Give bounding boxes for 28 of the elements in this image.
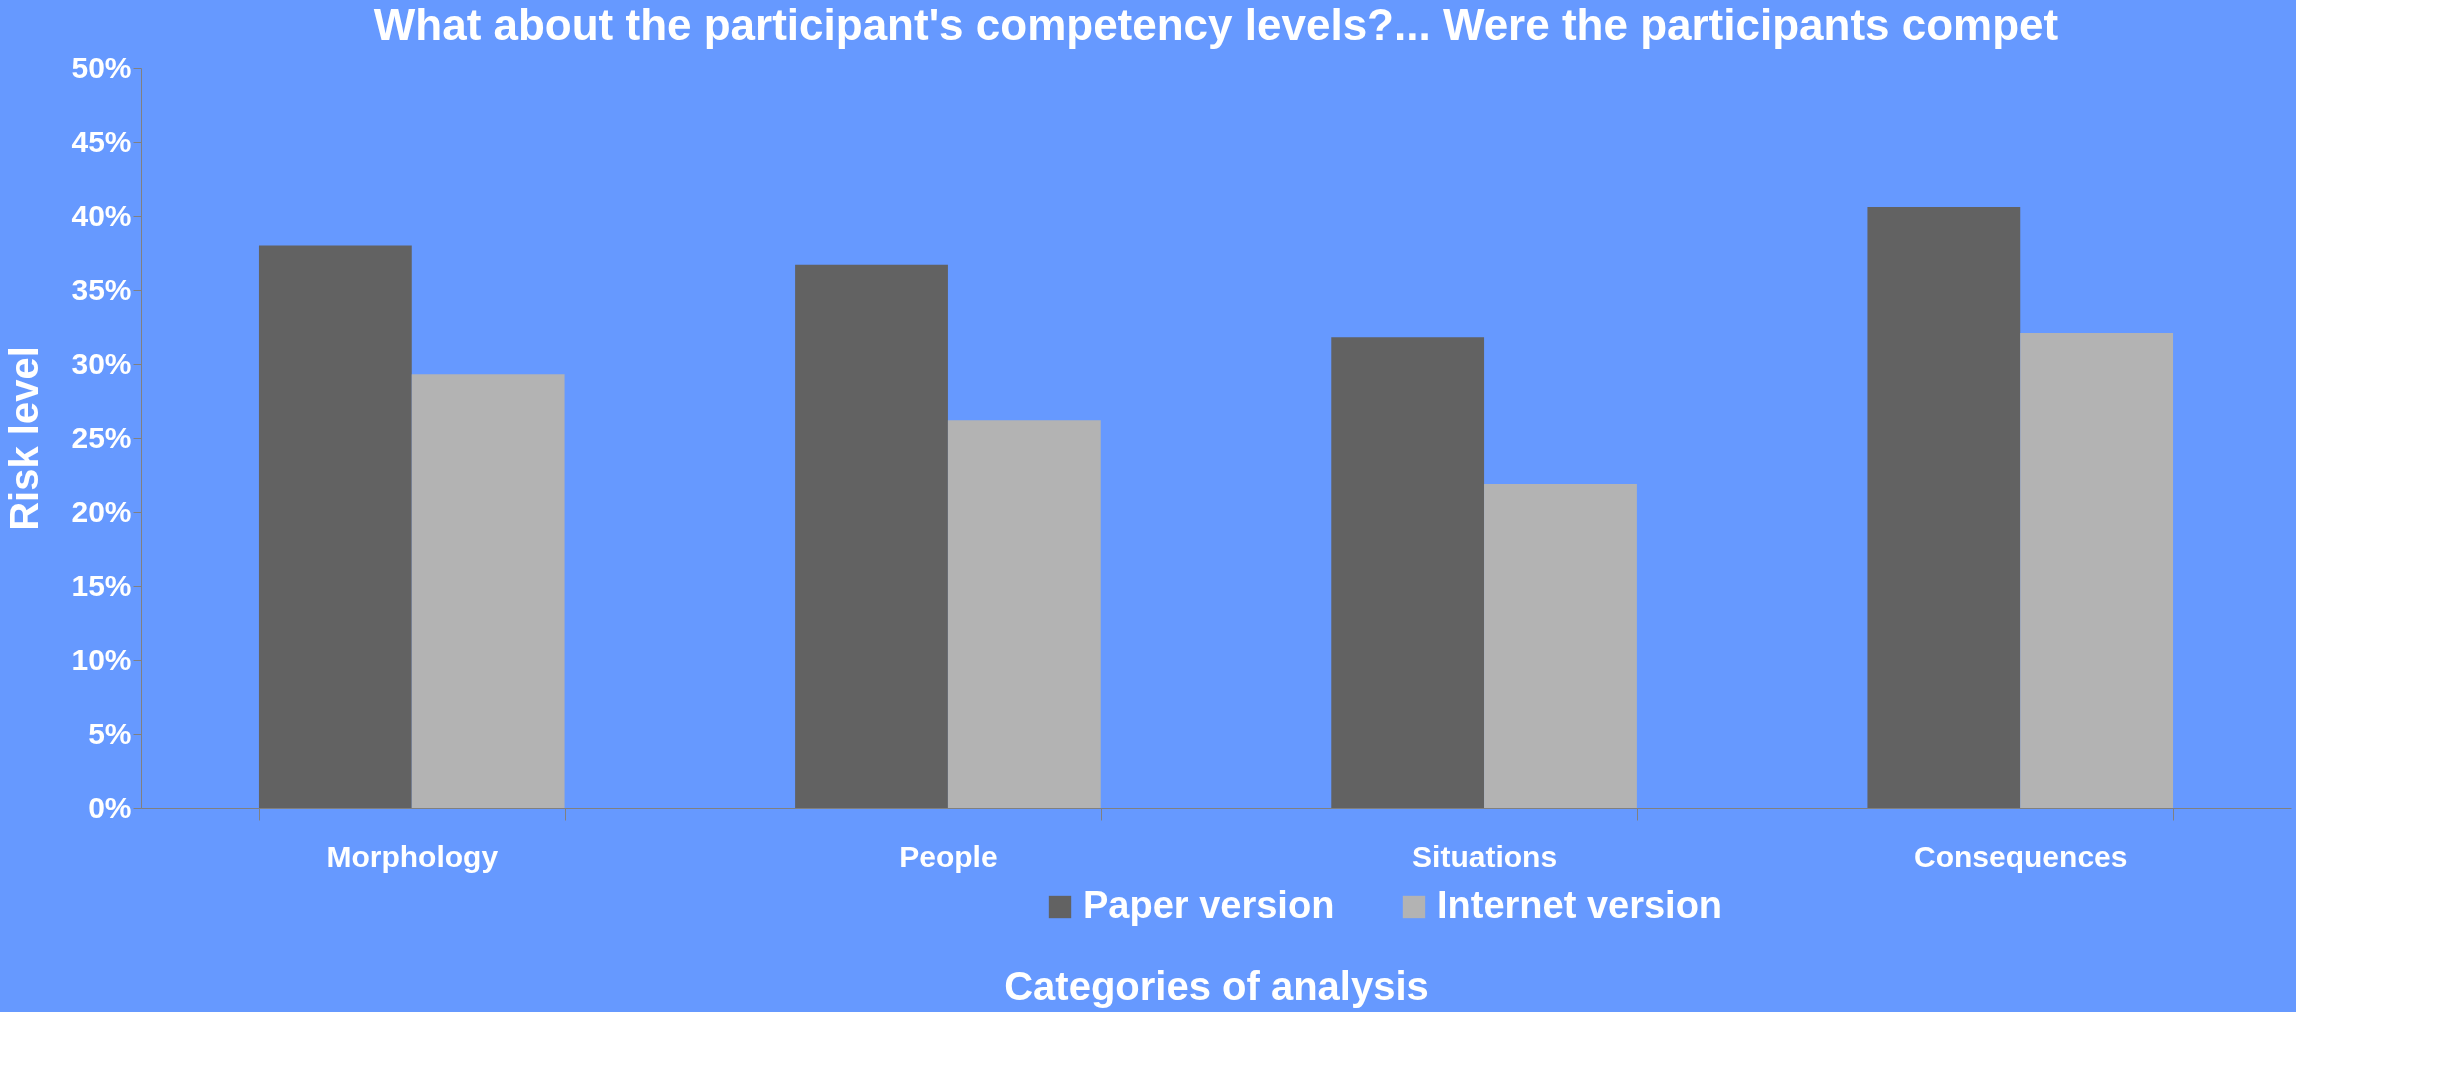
- x-tick-label: Consequences: [1914, 839, 2128, 873]
- y-tick-label: 35%: [71, 272, 132, 306]
- legend-label: Internet version: [1437, 884, 1723, 926]
- y-axis-title: Risk level: [2, 346, 47, 531]
- bar: [947, 420, 1101, 808]
- y-tick-label: 25%: [71, 420, 132, 454]
- x-axis-title: Categories of analysis: [1004, 963, 1429, 1008]
- y-tick-label: 20%: [71, 494, 132, 528]
- bar: [2020, 332, 2174, 808]
- bar: [1484, 483, 1637, 808]
- y-tick-label: 50%: [71, 50, 132, 84]
- bar: [795, 264, 948, 808]
- y-tick-label: 45%: [71, 124, 132, 158]
- y-tick-label: 15%: [71, 568, 132, 602]
- bar: [1331, 337, 1485, 808]
- bar: [258, 245, 412, 808]
- y-tick-label: 40%: [71, 198, 132, 232]
- x-tick-label: Morphology: [326, 839, 499, 873]
- chart-title: What about the participant's competency levels?... Were the participants compet: [373, 0, 2059, 49]
- legend-label: Paper version: [1083, 884, 1335, 926]
- y-tick-label: 0%: [88, 790, 132, 824]
- y-tick-label: 5%: [88, 716, 132, 750]
- y-tick-label: 10%: [71, 642, 132, 676]
- x-tick-label: Situations: [1412, 839, 1558, 873]
- y-tick-label: 30%: [71, 346, 132, 380]
- bar: [411, 374, 565, 808]
- bar: [1867, 207, 2021, 808]
- x-tick-label: People: [899, 839, 998, 873]
